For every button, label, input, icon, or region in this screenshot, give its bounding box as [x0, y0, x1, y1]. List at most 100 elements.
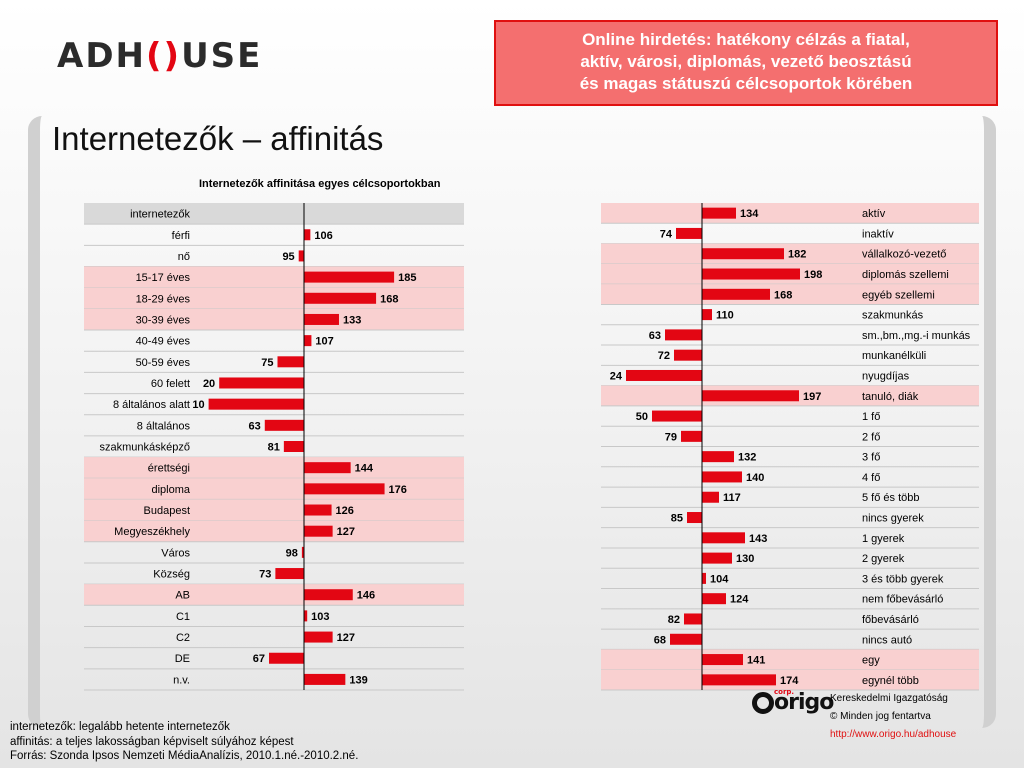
category-label: 2 fő	[862, 431, 880, 443]
bar	[702, 654, 743, 666]
headline-banner: Online hirdetés: hatékony célzás a fiata…	[494, 20, 998, 106]
bar	[676, 227, 702, 239]
bar	[652, 410, 702, 422]
data-label: 168	[380, 293, 398, 305]
bar	[304, 589, 353, 601]
data-label: 74	[660, 228, 673, 240]
row-highlight	[84, 478, 464, 500]
bar	[684, 613, 702, 625]
row-highlight	[84, 520, 464, 542]
category-label: Budapest	[144, 505, 190, 517]
data-label: 144	[355, 463, 374, 475]
origo-logo: corp. origo	[752, 688, 834, 715]
bar	[301, 546, 304, 558]
bar	[702, 532, 745, 544]
data-label: 10	[192, 399, 204, 411]
bar	[208, 398, 304, 410]
bar	[702, 572, 706, 584]
category-label: 2 gyerek	[862, 553, 905, 565]
bar	[702, 248, 784, 260]
category-label: munkanélküli	[862, 350, 926, 362]
category-label: érettségi	[148, 463, 190, 475]
data-label: 50	[636, 411, 648, 423]
data-label: 143	[749, 533, 767, 545]
bar	[304, 229, 311, 241]
bar	[687, 512, 702, 524]
data-label: 81	[268, 442, 280, 454]
category-label: egyéb szellemi	[862, 289, 935, 301]
footnote: affinitás: a teljes lakosságban képvisel…	[10, 735, 294, 748]
category-label: Megyeszékhely	[114, 526, 190, 538]
category-label: főbevásárló	[862, 614, 919, 626]
category-label: 30-39 éves	[136, 314, 191, 326]
data-label: 107	[315, 336, 333, 348]
data-label: 130	[736, 553, 754, 565]
data-label: 20	[203, 378, 215, 390]
category-label: egynél több	[862, 675, 919, 687]
category-label: AB	[175, 590, 190, 602]
bar	[283, 441, 304, 452]
category-label: 1 fő	[862, 411, 880, 423]
category-label: 50-59 éves	[136, 357, 191, 369]
footnote: internetezők: legalább hetente internete…	[10, 721, 230, 733]
row-highlight	[601, 284, 979, 305]
data-label: 104	[710, 573, 729, 585]
data-label: 73	[259, 569, 271, 581]
banner-line: aktív, városi, diplomás, vezető beosztás…	[580, 52, 912, 71]
category-label: egy	[862, 655, 880, 667]
data-label: 133	[343, 314, 361, 326]
bar	[702, 674, 776, 686]
data-label: 110	[716, 310, 734, 322]
bar	[304, 313, 339, 325]
corp-url[interactable]: http://www.origo.hu/adhouse	[830, 729, 957, 740]
row-highlight	[84, 584, 464, 606]
category-label: diploma	[151, 484, 190, 496]
category-label: nő	[178, 251, 190, 263]
category-label: 3 fő	[862, 452, 880, 464]
bar	[626, 369, 702, 381]
bar	[298, 250, 304, 262]
data-label: 63	[249, 420, 261, 432]
bar	[275, 568, 304, 580]
category-label: aktív	[862, 208, 886, 220]
bar	[304, 673, 346, 685]
category-label: 8 általános	[137, 420, 191, 432]
data-label: 134	[740, 208, 759, 220]
data-label: 117	[723, 492, 741, 504]
data-label: 67	[253, 653, 265, 665]
bar	[702, 288, 770, 300]
category-label: 4 fő	[862, 472, 880, 484]
bar	[702, 268, 800, 280]
bar	[674, 349, 702, 361]
category-label: tanuló, diák	[862, 391, 919, 403]
bar	[702, 390, 799, 402]
origo-ring-icon	[752, 691, 774, 714]
category-label: 15-17 éves	[136, 272, 191, 284]
bar	[702, 491, 719, 503]
row-highlight	[601, 649, 979, 670]
bar	[304, 271, 395, 283]
bar	[702, 471, 742, 483]
data-label: 182	[788, 249, 806, 261]
category-label: Község	[153, 569, 190, 581]
bar	[304, 292, 377, 304]
category-label: C2	[176, 632, 190, 644]
bar	[304, 335, 312, 347]
category-label: sm.,bm.,mg.-i munkás	[862, 330, 971, 342]
banner-line: és magas státuszú célcsoportok körében	[579, 74, 913, 93]
category-label: 60 felett	[151, 378, 190, 390]
data-label: 85	[671, 513, 683, 525]
content-frame	[28, 116, 996, 728]
data-label: 63	[649, 330, 661, 342]
row-highlight	[601, 669, 979, 690]
data-label: 98	[286, 547, 298, 559]
data-label: 198	[804, 269, 822, 281]
category-label: nyugdíjas	[862, 370, 910, 382]
category-label: internetezők	[130, 209, 190, 221]
row-highlight	[84, 499, 464, 521]
data-label: 82	[668, 614, 680, 626]
category-label: 40-49 éves	[136, 336, 191, 348]
category-label: 3 és több gyerek	[862, 573, 944, 585]
data-label: 95	[282, 251, 294, 263]
